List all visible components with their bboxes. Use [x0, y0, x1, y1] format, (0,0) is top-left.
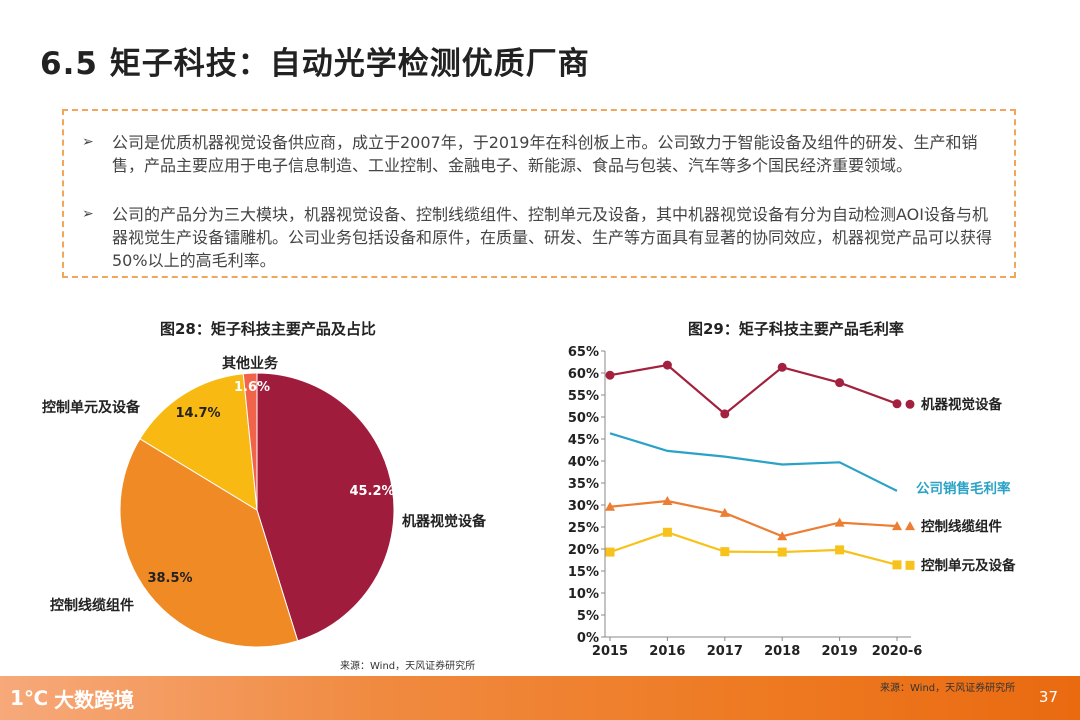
y-tick-label: 25% [568, 521, 599, 536]
pie-slice [119, 438, 299, 648]
pie-value-label: 14.7% [175, 406, 220, 421]
brand-mark-icon: 1℃ [10, 686, 49, 710]
data-point [777, 362, 787, 372]
pie-value-label: 45.2% [349, 484, 394, 499]
arrow-bullet-icon: ➢ [82, 134, 94, 150]
y-tick-label: 45% [568, 433, 599, 448]
x-tick-label: 2015 [592, 644, 628, 659]
x-tick-label: 2020-6 [872, 644, 923, 659]
footer-bar [0, 676, 1080, 720]
line-chart-title: 图29：矩子科技主要产品毛利率 [688, 320, 904, 338]
data-point [662, 527, 672, 537]
pie-source: 来源：Wind，天风证券研究所 [340, 661, 476, 672]
legend-marker [905, 560, 915, 570]
y-tick-label: 5% [577, 609, 599, 624]
pie-slice [139, 373, 258, 511]
y-tick-label: 40% [568, 455, 599, 470]
pie-category-label: 控制单元及设备 [42, 399, 141, 416]
legend-marker [905, 521, 915, 531]
series-legend-label: 机器视觉设备 [921, 396, 1002, 413]
pie-category-label: 其他业务 [222, 355, 279, 372]
x-tick-label: 2018 [764, 644, 800, 659]
data-point [605, 501, 615, 511]
data-point [777, 531, 788, 541]
x-tick-label: 2017 [707, 644, 743, 659]
legend-marker [905, 399, 915, 409]
data-point [835, 378, 845, 388]
series-legend-label: 公司销售毛利率 [916, 480, 1011, 497]
y-tick-label: 15% [568, 565, 599, 580]
y-tick-label: 65% [568, 345, 599, 360]
series-line [609, 432, 898, 492]
line-chart: 0% 5% 10% 15% 20% 25% 30% 35% 40% 45% 50% 55% 60% 65%… [568, 345, 1016, 659]
y-tick-label: 60% [568, 367, 599, 382]
data-point [719, 507, 730, 517]
y-tick-label: 20% [568, 543, 599, 558]
bullet-text: 公司的产品分为三大模块，机器视觉设备、控制线缆组件、控制单元及设备，其中机器视觉… [112, 205, 993, 270]
pie-chart: 45.2% 机器视觉设备 38.5% 控制线缆组件 14.7% 控制单元及设备 1.6% 其他… [42, 355, 487, 648]
summary-box: ➢ 公司是优质机器视觉设备供应商，成立于2007年，于2019年在科创板上市。公… [62, 109, 1016, 278]
y-tick-label: 10% [568, 587, 599, 602]
data-point [720, 409, 730, 419]
y-tick-label: 50% [568, 411, 599, 426]
data-point [720, 547, 730, 557]
arrow-bullet-icon: ➢ [82, 206, 94, 222]
x-tick-label: 2016 [649, 644, 685, 659]
series-line [609, 363, 898, 416]
brand-logo: 1℃ 大数跨境 [10, 682, 134, 714]
y-tick-label: 0% [577, 631, 599, 646]
data-point [834, 517, 845, 527]
pie-category-label: 机器视觉设备 [402, 513, 487, 530]
data-point [892, 560, 902, 570]
y-tick-label: 35% [568, 477, 599, 492]
data-point [892, 521, 902, 531]
line-source: 来源：Wind，天风证券研究所 [880, 683, 1016, 694]
brand-name: 大数跨境 [54, 687, 135, 712]
pie-category-label: 控制线缆组件 [50, 597, 134, 614]
data-point [892, 399, 902, 409]
pie-slice [256, 372, 395, 642]
data-point [662, 360, 672, 370]
bullet-text: 公司是优质机器视觉设备供应商，成立于2007年，于2019年在科创板上市。公司致… [112, 133, 978, 175]
series-line [609, 531, 898, 566]
pie-value-label: 38.5% [147, 571, 192, 586]
series-line [609, 499, 898, 538]
series-legend-label: 控制线缆组件 [921, 518, 1002, 535]
pie-value-label: 1.6% [234, 380, 270, 395]
data-point [662, 496, 673, 506]
data-point [605, 547, 615, 557]
page-number: 37 [1038, 688, 1058, 706]
pie-chart-title: 图28：矩子科技主要产品及占比 [160, 320, 376, 338]
pie-slice [242, 372, 258, 511]
page-title: 6.5 矩子科技：自动光学检测优质厂商 [40, 46, 590, 82]
y-tick-label: 55% [568, 389, 599, 404]
series-legend-label: 控制单元及设备 [921, 557, 1016, 574]
data-point [777, 547, 787, 557]
data-point [605, 370, 615, 380]
data-point [835, 545, 845, 555]
y-tick-label: 30% [568, 499, 599, 514]
x-tick-label: 2019 [822, 644, 858, 659]
